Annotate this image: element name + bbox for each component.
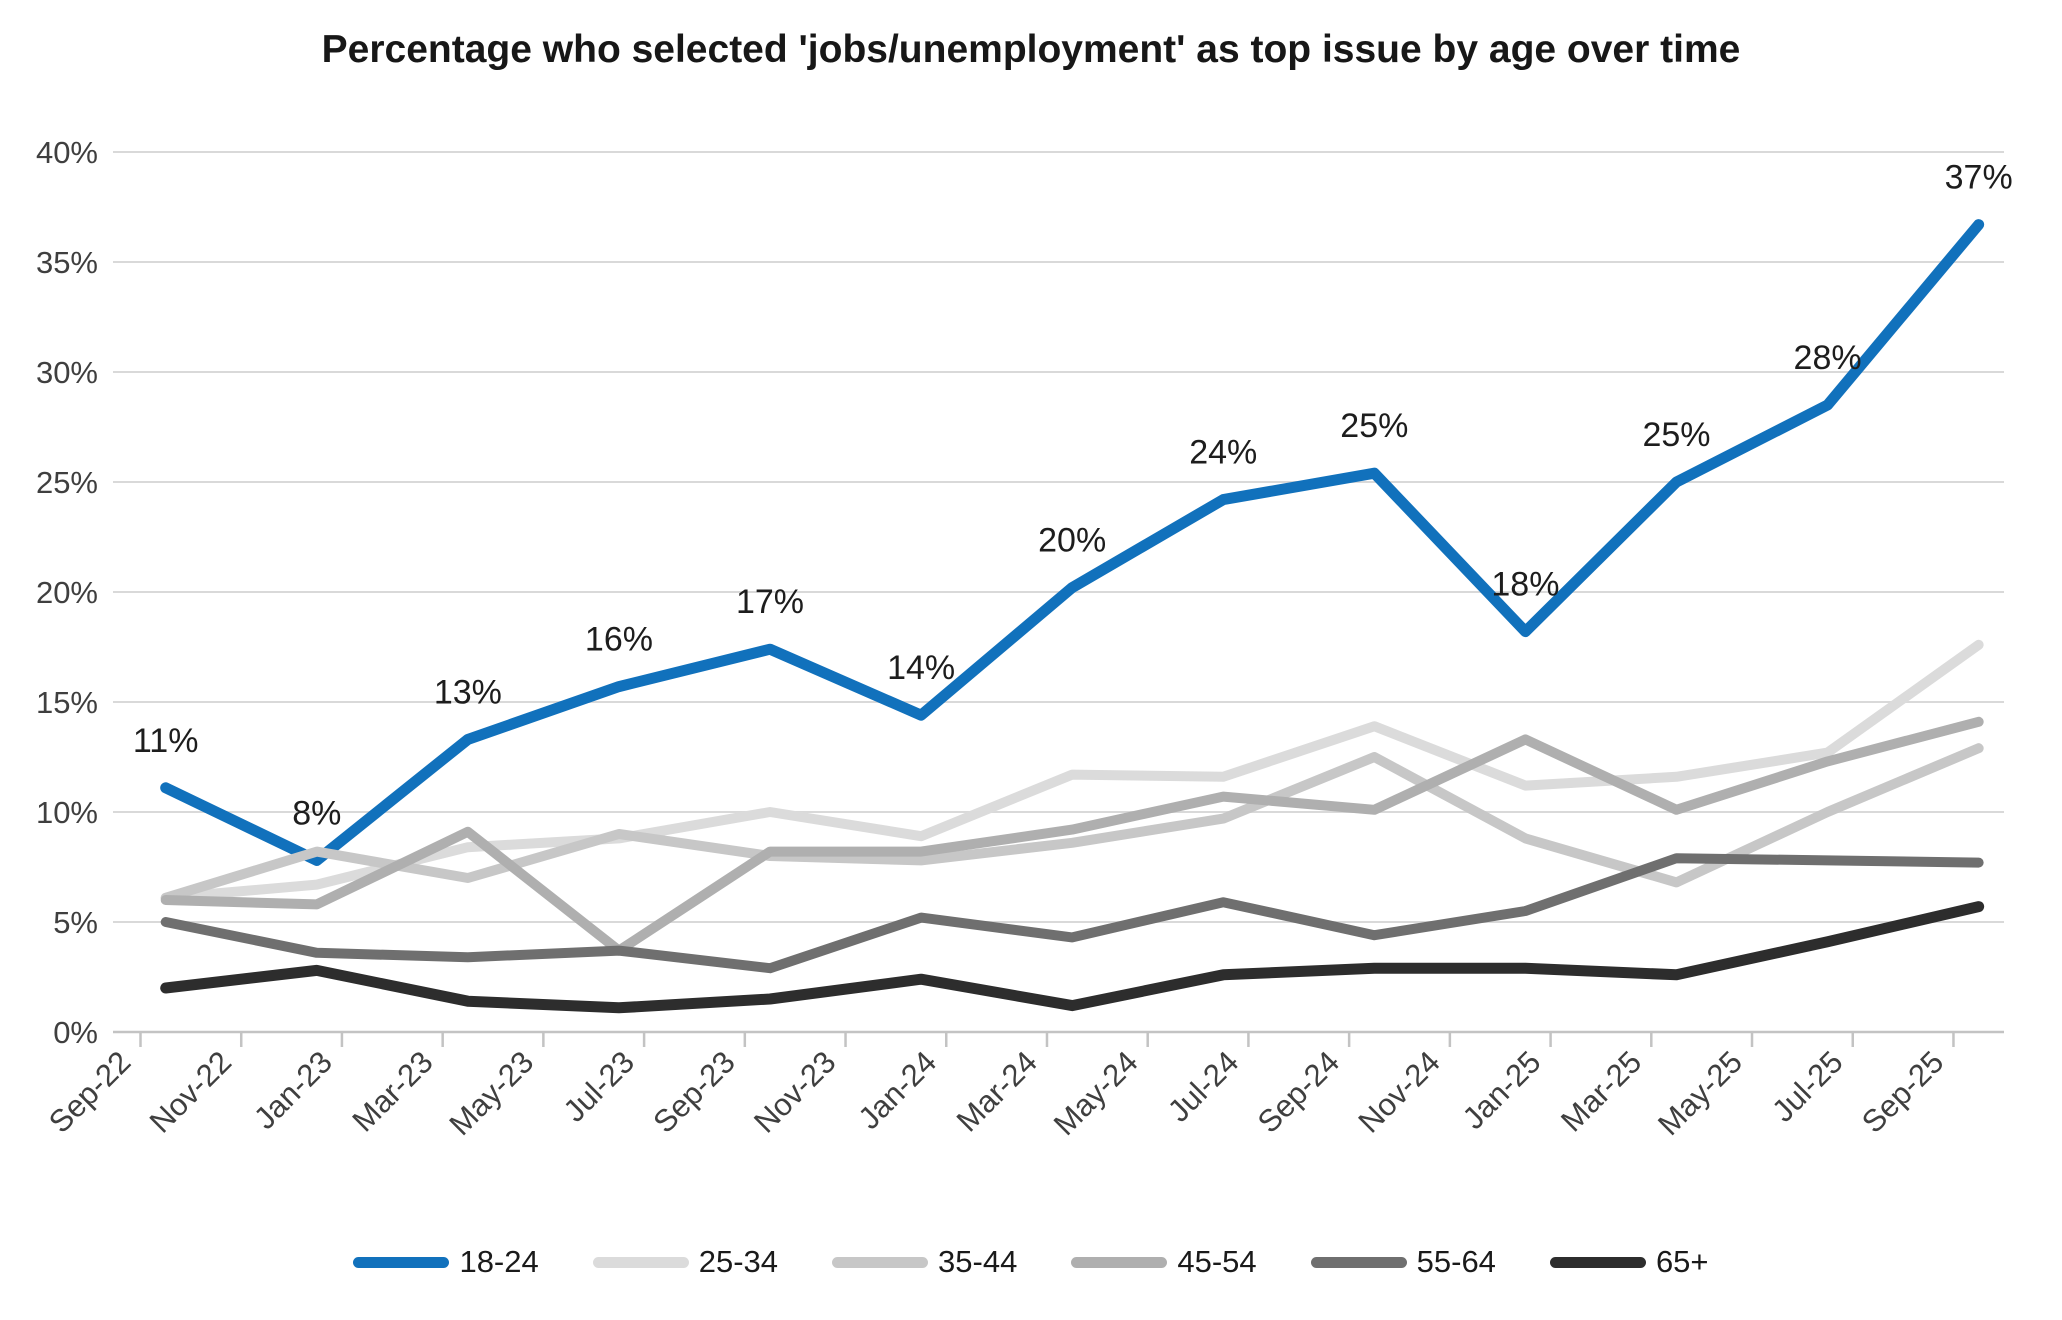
x-axis-tick-label: Mar-25 xyxy=(1554,1044,1648,1138)
legend-label-55-64: 55-64 xyxy=(1416,1244,1496,1279)
x-axis-tick-label: Jan-23 xyxy=(247,1044,339,1136)
chart-legend: 18-24 25-34 35-44 45-54 55-64 65+ xyxy=(0,1244,2062,1280)
series-line-18-24 xyxy=(160,219,1985,866)
legend-label-25-34: 25-34 xyxy=(698,1244,779,1279)
x-axis-tick-label: Jul-25 xyxy=(1765,1044,1849,1128)
y-axis-tick-label: 20% xyxy=(36,575,98,610)
chart-title: Percentage who selected 'jobs/unemployme… xyxy=(321,28,1741,71)
legend-label-45-54: 45-54 xyxy=(1177,1244,1257,1279)
x-axis-tick-label: Jan-25 xyxy=(1456,1044,1548,1136)
x-axis-tick-label: May-25 xyxy=(1651,1044,1749,1142)
y-axis-tick-label: 10% xyxy=(36,795,98,830)
y-axis-tick-label: 15% xyxy=(36,685,98,720)
legend-swatch-35-44 xyxy=(832,1256,929,1268)
data-label-18-24: 37% xyxy=(1945,159,2013,197)
series-line-25-34 xyxy=(160,639,1984,903)
y-axis-tick-label: 30% xyxy=(36,355,98,390)
legend-label-35-44: 35-44 xyxy=(938,1244,1018,1279)
data-label-18-24: 25% xyxy=(1340,407,1408,445)
data-label-18-24: 24% xyxy=(1189,434,1257,472)
x-axis-tick-label: Jul-23 xyxy=(557,1044,641,1128)
legend-item-55-64: 55-64 xyxy=(1310,1244,1496,1280)
data-label-18-24: 20% xyxy=(1038,522,1106,560)
data-label-18-24: 17% xyxy=(736,583,804,621)
x-axis-tick-label: Mar-24 xyxy=(950,1044,1044,1138)
x-axis-tick-label: Sep-23 xyxy=(646,1044,741,1139)
data-label-18-24: 11% xyxy=(133,722,199,760)
legend-item-65+: 65+ xyxy=(1549,1244,1709,1280)
legend-label-18-24: 18-24 xyxy=(459,1244,539,1279)
x-axis-tick-label: Sep-24 xyxy=(1251,1044,1346,1139)
x-axis-tick-label: Sep-22 xyxy=(42,1044,137,1139)
legend-swatch-25-34 xyxy=(592,1256,689,1268)
series-line-45-54 xyxy=(160,716,1984,956)
y-axis-tick-label: 5% xyxy=(53,905,98,940)
series-line-35-44 xyxy=(160,743,1984,903)
series-line-65+ xyxy=(160,901,1985,1014)
legend-item-25-34: 25-34 xyxy=(592,1244,779,1280)
legend-label-65+: 65+ xyxy=(1655,1244,1709,1279)
legend-item-18-24: 18-24 xyxy=(353,1244,539,1280)
legend-swatch-65+ xyxy=(1549,1256,1646,1268)
legend-swatch-55-64 xyxy=(1310,1256,1407,1268)
data-label-18-24: 14% xyxy=(887,649,955,687)
x-axis-tick-label: Nov-22 xyxy=(143,1044,238,1139)
data-label-18-24: 16% xyxy=(585,621,653,659)
legend-item-35-44: 35-44 xyxy=(832,1244,1017,1280)
data-label-18-24: 28% xyxy=(1794,339,1862,377)
series-line-55-64 xyxy=(160,853,1984,974)
x-axis-tick-label: Mar-23 xyxy=(345,1044,439,1138)
legend-item-45-54: 45-54 xyxy=(1071,1244,1257,1280)
x-axis-tick-label: May-24 xyxy=(1047,1044,1145,1142)
y-axis-tick-label: 35% xyxy=(36,245,98,280)
data-label-18-24: 8% xyxy=(292,794,341,832)
legend-swatch-18-24 xyxy=(353,1256,450,1268)
y-axis-tick-label: 25% xyxy=(36,465,98,500)
y-axis-tick-label: 0% xyxy=(53,1015,98,1050)
legend-swatch-45-54 xyxy=(1071,1256,1168,1268)
data-label-18-24: 25% xyxy=(1642,416,1710,454)
x-axis-tick-label: Jan-24 xyxy=(851,1044,943,1136)
x-axis-tick-label: Sep-25 xyxy=(1855,1044,1950,1139)
data-label-18-24: 13% xyxy=(434,673,502,711)
x-axis-tick-label: Nov-24 xyxy=(1351,1044,1446,1139)
x-axis-tick-label: Jul-24 xyxy=(1161,1044,1245,1128)
data-label-18-24: 18% xyxy=(1491,566,1559,604)
x-axis-tick-label: Nov-23 xyxy=(747,1044,842,1139)
y-axis-tick-label: 40% xyxy=(36,135,98,170)
x-axis-tick-label: May-23 xyxy=(442,1044,540,1142)
